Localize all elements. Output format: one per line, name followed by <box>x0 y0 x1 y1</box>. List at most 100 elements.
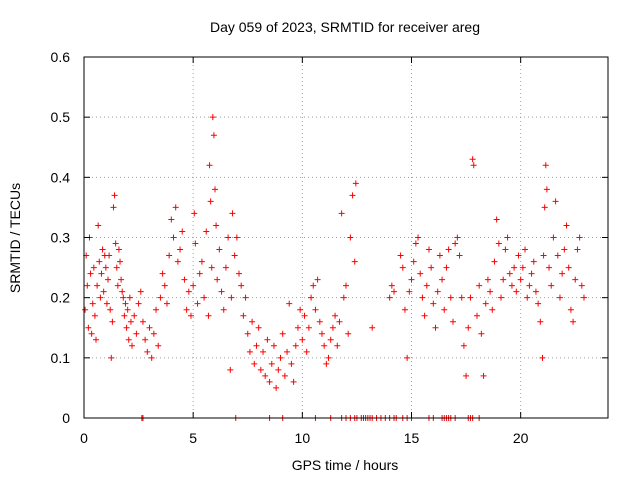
data-point <box>506 270 513 277</box>
data-point <box>198 258 205 265</box>
data-point <box>323 360 330 367</box>
data-point <box>542 162 549 169</box>
data-point <box>251 360 258 367</box>
data-point <box>386 294 393 301</box>
data-point <box>227 366 234 373</box>
data-point <box>114 282 121 289</box>
data-point <box>129 342 136 349</box>
data-point <box>257 366 264 373</box>
data-point <box>318 330 325 337</box>
data-point <box>576 234 583 241</box>
data-point <box>222 264 229 271</box>
data-point <box>423 282 430 289</box>
data-point <box>255 324 262 331</box>
data-point <box>474 312 480 319</box>
data-point <box>430 300 437 307</box>
data-point <box>157 294 164 301</box>
data-point <box>89 300 96 307</box>
y-tick-label: 0.1 <box>51 350 71 366</box>
data-point <box>168 216 175 223</box>
data-point <box>146 324 153 331</box>
data-point <box>504 234 511 241</box>
data-point <box>314 276 321 283</box>
data-point <box>118 276 125 283</box>
data-point <box>498 294 505 301</box>
data-point <box>526 282 533 289</box>
data-point <box>303 348 310 355</box>
data-point <box>244 330 251 337</box>
data-point <box>369 324 376 331</box>
data-point <box>489 306 496 313</box>
data-point <box>277 354 284 361</box>
data-point <box>105 276 112 283</box>
data-point <box>249 318 256 325</box>
data-point <box>207 198 214 205</box>
data-point <box>206 162 213 169</box>
x-tick-label: 20 <box>513 430 529 446</box>
data-point <box>266 378 273 385</box>
data-point <box>109 318 116 325</box>
data-point <box>559 270 566 277</box>
data-point <box>415 234 422 241</box>
data-point <box>137 288 144 295</box>
data-point <box>463 372 470 379</box>
data-point <box>388 282 395 289</box>
data-point <box>454 234 461 241</box>
data-point <box>174 258 181 265</box>
data-point <box>159 270 166 277</box>
data-point <box>135 300 142 307</box>
data-point <box>112 240 119 247</box>
data-point <box>218 288 225 295</box>
data-point <box>181 276 188 283</box>
data-point <box>268 360 275 367</box>
data-point <box>467 294 474 301</box>
data-point <box>240 312 247 319</box>
data-point <box>210 132 217 139</box>
y-tick-label: 0.3 <box>51 230 71 246</box>
data-point <box>515 252 522 259</box>
data-point <box>478 330 485 337</box>
data-point <box>163 300 170 307</box>
data-point <box>572 276 579 283</box>
data-point <box>336 318 343 325</box>
data-point <box>236 270 243 277</box>
data-point <box>535 300 542 307</box>
data-point <box>347 234 354 241</box>
data-point <box>124 306 131 313</box>
data-point <box>561 246 568 253</box>
data-point <box>231 252 238 259</box>
data-point <box>203 228 210 235</box>
data-point <box>456 252 463 259</box>
data-point <box>445 246 452 253</box>
data-point <box>106 252 113 259</box>
data-point <box>517 276 524 283</box>
data-point <box>85 324 92 331</box>
data-point <box>297 306 304 313</box>
y-tick-label: 0.5 <box>51 109 71 125</box>
data-point <box>191 210 198 217</box>
data-point <box>352 180 359 187</box>
data-point <box>286 300 293 307</box>
data-point <box>123 324 130 331</box>
data-point <box>340 294 347 301</box>
data-point <box>532 288 539 295</box>
data-point <box>183 306 190 313</box>
data-point <box>98 270 105 277</box>
data-point <box>476 282 483 289</box>
data-point <box>279 330 286 337</box>
data-point <box>264 336 271 343</box>
data-point <box>299 336 306 343</box>
data-point <box>301 312 308 319</box>
data-point <box>417 270 424 277</box>
y-tick-label: 0 <box>62 410 70 426</box>
data-point <box>185 288 192 295</box>
data-point <box>187 312 194 319</box>
data-point <box>349 192 356 199</box>
data-point <box>292 342 299 349</box>
data-point <box>179 228 186 235</box>
data-point <box>541 204 548 211</box>
data-point <box>487 288 494 295</box>
data-point <box>530 258 537 265</box>
data-point <box>133 330 140 337</box>
